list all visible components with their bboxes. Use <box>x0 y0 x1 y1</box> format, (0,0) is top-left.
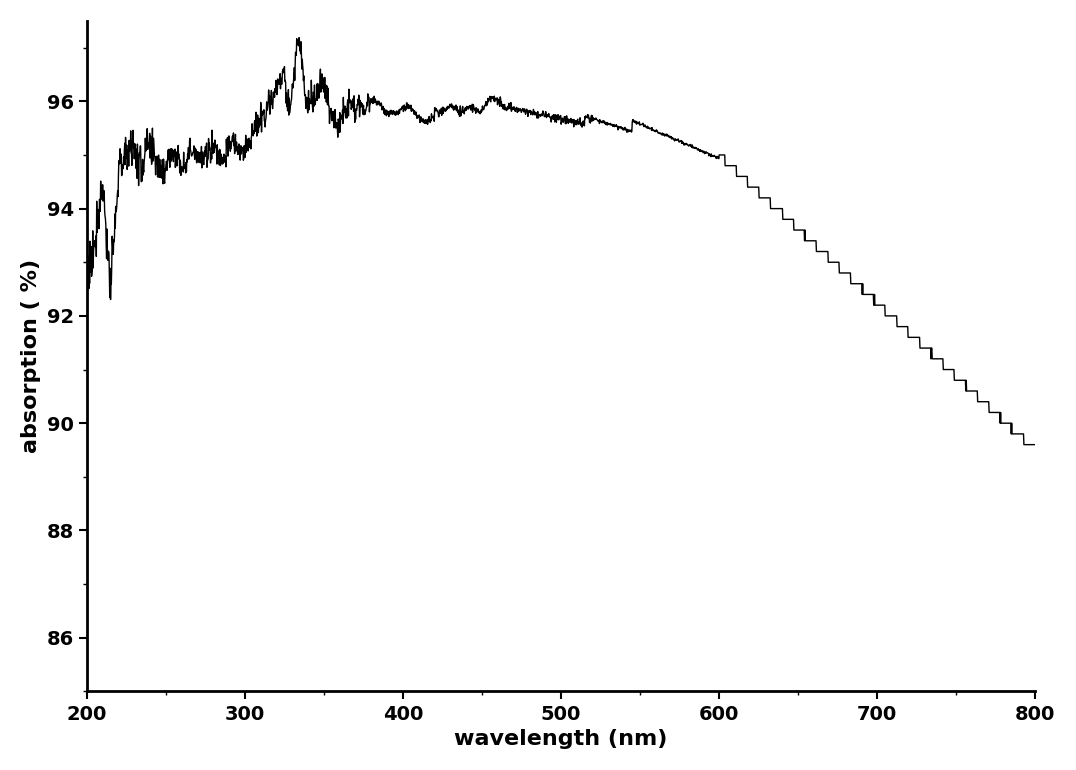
Y-axis label: absorption ( %): absorption ( %) <box>20 259 41 454</box>
X-axis label: wavelength (nm): wavelength (nm) <box>454 729 667 749</box>
